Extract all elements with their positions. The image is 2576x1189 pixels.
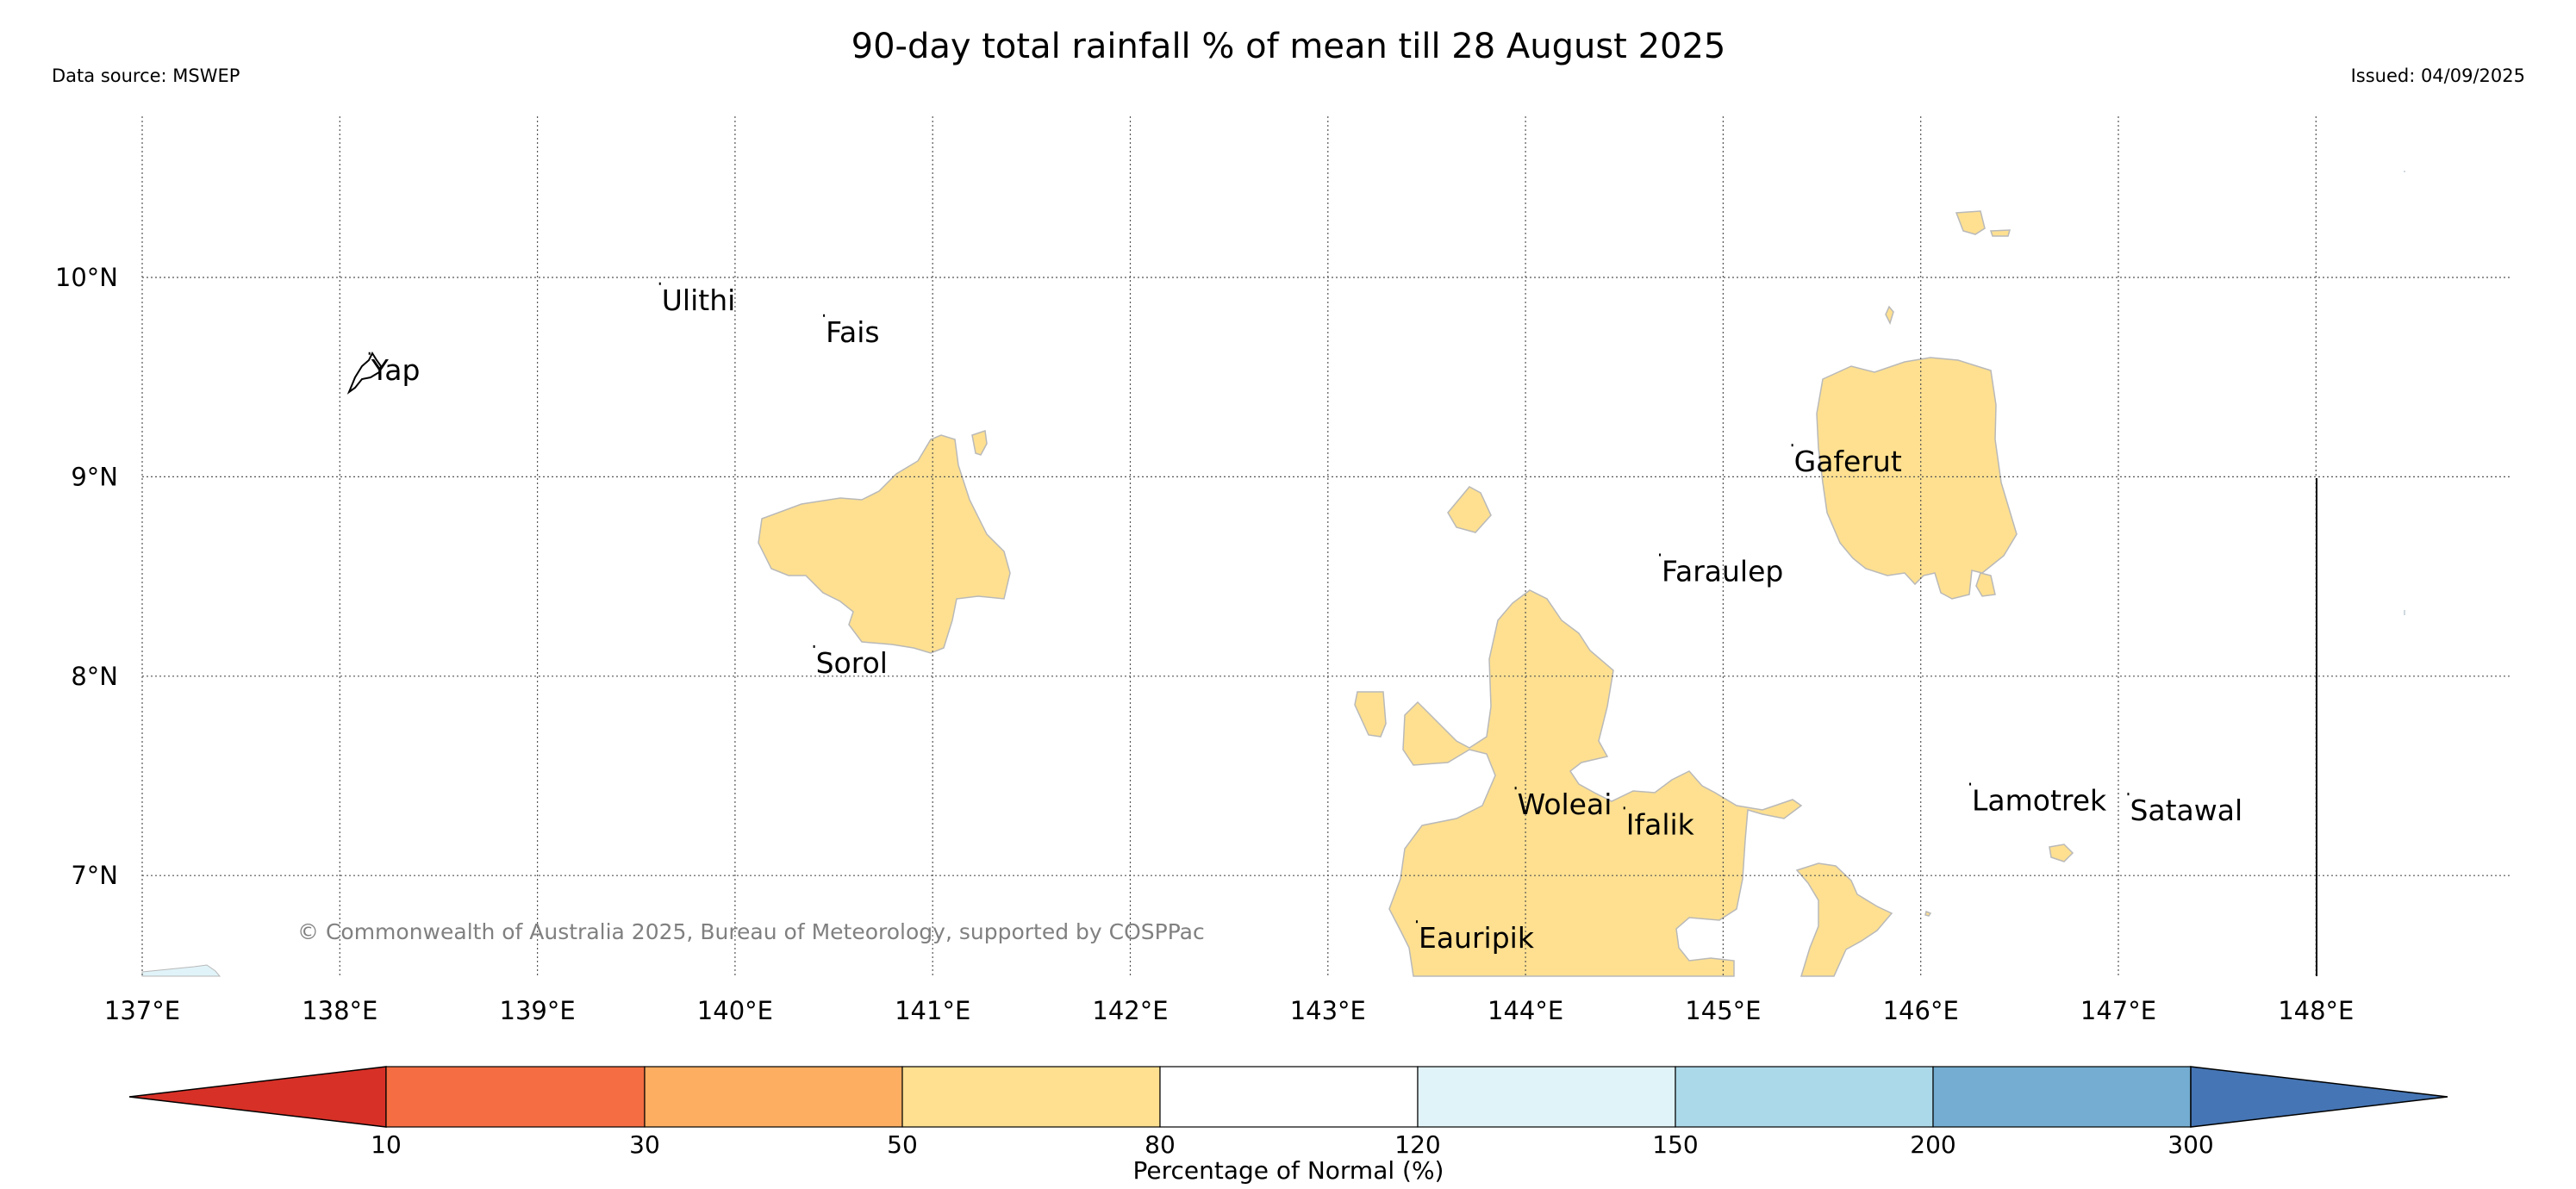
colorbar-arrow-high [2190, 1066, 2448, 1128]
island-marker [823, 314, 826, 317]
island-marker [658, 282, 661, 285]
lon-tick-label: 144°E [1488, 996, 1563, 1025]
map-title: 90-day total rainfall % of mean till 28 … [851, 27, 1726, 66]
rain-area-small-8 [2049, 844, 2074, 862]
colorbar-tick-label: 30 [629, 1130, 660, 1159]
issued-date-label: Issued: 04/09/2025 [2351, 65, 2525, 86]
island-label: Ifalik [1626, 807, 1695, 841]
rain-area-woleai-ifalik [1388, 589, 1803, 977]
rain-area-small-1 [971, 430, 988, 456]
lon-tick-label: 148°E [2278, 996, 2354, 1025]
island-label: Gaferut [1794, 445, 1902, 478]
lon-tick-label: 142°E [1092, 996, 1168, 1025]
rainfall-shading [758, 210, 2074, 977]
lon-tick-label: 146°E [1883, 996, 1959, 1025]
colorbar-segment [901, 1066, 1161, 1128]
tiny-island-mark [2404, 610, 2405, 615]
lat-tick-label: 7°N [71, 861, 118, 890]
colorbar: 10 30 50 80 120 150 200 300 [128, 1066, 2448, 1159]
rain-area-small-9 [1924, 910, 1932, 917]
colorbar-tick-label: 80 [1145, 1130, 1176, 1159]
lat-tick-label: 9°N [71, 462, 118, 491]
colorbar-segment [1417, 1066, 1676, 1128]
island-marker [1969, 782, 1972, 786]
colorbar-tick-label: 300 [2167, 1130, 2213, 1159]
island-label: Satawal [2130, 794, 2242, 827]
island-label: Lamotrek [1972, 784, 2107, 818]
lon-tick-label: 145°E [1685, 996, 1761, 1025]
island-marker [1415, 920, 1418, 924]
island-marker [1623, 806, 1625, 810]
map-panel: Yap Ulithi Fais Sorol Gaferut Faraulep Woleai I… [141, 116, 2512, 977]
tiny-island-mark [2404, 171, 2405, 172]
island-marker [1659, 553, 1662, 557]
rain-area-small-3 [1975, 572, 1996, 597]
island-marker [368, 352, 371, 355]
lon-tick-label: 143°E [1290, 996, 1366, 1025]
lon-tick-label: 138°E [302, 996, 377, 1025]
lon-tick-label: 141°E [895, 996, 970, 1025]
island-label: Faraulep [1662, 554, 1783, 588]
island-marker [1514, 787, 1517, 790]
colorbar-segment [1932, 1066, 2192, 1128]
rain-area-small-6 [1885, 305, 1894, 326]
colorbar-tick-label: 50 [887, 1130, 918, 1159]
lon-tick-label: 137°E [104, 996, 180, 1025]
island-label: Sorol [816, 646, 888, 680]
axis-labels: 137°E 138°E 139°E 140°E 141°E 142°E 143°E 144°E… [55, 263, 2355, 1025]
island-marker [1791, 444, 1793, 447]
island-label: Fais [826, 315, 880, 349]
lon-tick-label: 147°E [2080, 996, 2156, 1025]
colorbar-tick-label: 120 [1394, 1130, 1440, 1159]
map-background [142, 116, 2512, 976]
island-marker [2127, 793, 2130, 796]
rain-area-small-5 [1989, 229, 2012, 237]
lon-tick-label: 140°E [697, 996, 773, 1025]
rain-area-small-7 [1354, 691, 1387, 738]
colorbar-label: Percentage of Normal (%) [1133, 1156, 1444, 1185]
colorbar-tick-label: 200 [1910, 1130, 1955, 1159]
rain-area-small-2 [1447, 486, 1492, 533]
island-labels: Yap Ulithi Fais Sorol Gaferut Faraulep Woleai I… [368, 282, 2242, 955]
rain-area-gaferut [1816, 357, 2018, 600]
yap-island-outline [346, 351, 383, 395]
lat-tick-label: 8°N [71, 662, 118, 691]
island-label: Ulithi [662, 283, 736, 317]
colorbar-segment [644, 1066, 903, 1128]
colorbar-segment [385, 1066, 646, 1128]
colorbar-tick-label: 10 [371, 1130, 402, 1159]
island-marker [813, 644, 815, 648]
rain-area-small-4 [1955, 210, 1986, 235]
rain-area-sorol [758, 434, 1011, 654]
copyright-notice: © Commonwealth of Australia 2025, Bureau… [297, 919, 1205, 944]
colorbar-segment [1159, 1066, 1419, 1128]
data-source-label: Data source: MSWEP [52, 65, 240, 86]
lat-tick-label: 10°N [55, 263, 118, 292]
rain-area-blue [141, 964, 221, 977]
island-label: Yap [371, 353, 421, 387]
island-label: Eauripik [1419, 921, 1535, 955]
colorbar-segment [1675, 1066, 1934, 1128]
lon-tick-label: 139°E [500, 996, 576, 1025]
colorbar-arrow-low [128, 1066, 387, 1128]
colorbar-tick-label: 150 [1652, 1130, 1698, 1159]
island-label: Woleai [1518, 787, 1612, 821]
